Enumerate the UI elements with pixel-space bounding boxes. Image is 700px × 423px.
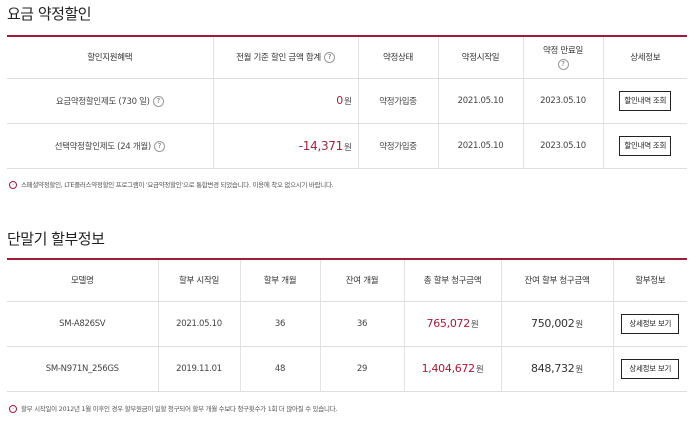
months-cell: 36 (239, 301, 320, 347)
header-remaining-amount: 잔여 할부 청구금액 (500, 259, 613, 302)
header-total-amount: 총 할부 청구금액 (403, 259, 501, 302)
section-title-contract-discount: 요금 약정할인 (7, 5, 92, 23)
remain-months-cell: 36 (319, 301, 404, 347)
model-cell: SM-A826SV (7, 301, 158, 347)
currency-unit: 원 (575, 320, 583, 330)
header-discount-total: 전월 기준 할인 금액 합계? (212, 36, 358, 79)
start-date-cell: 2019.11.01 (157, 346, 240, 392)
currency-unit: 원 (575, 365, 583, 375)
total-amount-cell: 1,404,672원 (403, 346, 501, 392)
installment-detail-button[interactable]: 상세정보 보기 (621, 313, 680, 334)
remain-amount: 750,002 (531, 317, 575, 330)
total-amount: 765,072 (426, 317, 471, 330)
detail-cell: 상세정보 보기 (612, 301, 687, 347)
discount-amount: 0 (336, 94, 343, 107)
discount-amount-cell: -14,371원 (212, 123, 358, 169)
benefit-cell: 선택약정할인제도 (24 개월)? (7, 123, 213, 169)
end-date-cell: 2023.05.10 (522, 78, 603, 124)
discount-amount-cell: 0원 (212, 78, 358, 124)
header-installment-info: 할부정보 (612, 259, 687, 302)
header-label: 전월 기준 할인 금액 합계 (236, 53, 321, 64)
total-amount-cell: 765,072원 (403, 301, 501, 347)
header-benefit: 할인지원혜택 (7, 36, 213, 79)
question-circle-icon[interactable]: ? (557, 59, 569, 71)
detail-cell: 상세정보 보기 (612, 346, 687, 392)
currency-unit: 원 (343, 142, 352, 153)
info-circle-icon: · (9, 181, 17, 189)
detail-cell: 할인내역 조회 (602, 123, 687, 169)
start-date-cell: 2021.05.10 (437, 78, 523, 124)
discount-amount: -14,371 (298, 138, 344, 153)
installment-detail-button[interactable]: 상세정보 보기 (621, 358, 680, 379)
benefit-cell: 요금약정할인제도 (730 일)? (7, 78, 213, 124)
start-date-cell: 2021.05.10 (437, 123, 523, 169)
start-date-cell: 2021.05.10 (157, 301, 240, 347)
currency-unit: 원 (475, 365, 484, 375)
question-circle-icon[interactable]: ? (152, 95, 164, 107)
contract-note: · 스페셜약정할인, LTE플러스약정할인 프로그램이 '요금약정할인'으로 통합… (9, 179, 334, 189)
remain-amount-cell: 848,732원 (500, 346, 613, 392)
header-remaining-months: 잔여 개월 (319, 259, 404, 302)
remain-amount: 848,732 (531, 362, 575, 375)
discount-history-button[interactable]: 할인내역 조회 (619, 135, 672, 156)
contract-discount-table: 할인지원혜택 전월 기준 할인 금액 합계? 약정상태 약정시작일 약정 만료일… (7, 35, 687, 169)
header-end-date: 약정 만료일? (522, 36, 603, 79)
header-label: 약정 만료일 (542, 46, 583, 57)
remain-amount-cell: 750,002원 (500, 301, 613, 347)
installment-table: 모델명 할부 시작일 할부 개월 잔여 개월 총 할부 청구금액 잔여 할부 청… (7, 258, 687, 392)
question-circle-icon[interactable]: ? (323, 52, 335, 64)
note-text: 할부 시작일이 2012년 1월 이후인 경우 할부원금이 일할 청구되어 할부… (21, 405, 338, 413)
question-circle-icon[interactable]: ? (153, 140, 165, 152)
detail-cell: 할인내역 조회 (602, 78, 687, 124)
table-row: 요금약정할인제도 (730 일)? 0원 약정가입중 2021.05.10 20… (7, 78, 687, 124)
benefit-label: 요금약정할인제도 (730 일) (55, 96, 150, 107)
status-cell: 약정가입중 (357, 123, 438, 169)
remain-months-cell: 29 (319, 346, 404, 392)
table-row: SM-A826SV 2021.05.10 36 36 765,072원 750,… (7, 301, 687, 347)
header-status: 약정상태 (357, 36, 438, 79)
info-circle-icon: · (9, 405, 17, 413)
table-header-row: 할인지원혜택 전월 기준 할인 금액 합계? 약정상태 약정시작일 약정 만료일… (7, 36, 687, 79)
discount-history-button[interactable]: 할인내역 조회 (619, 90, 672, 111)
header-model: 모델명 (7, 259, 158, 302)
header-start-date: 약정시작일 (437, 36, 523, 79)
section-title-installment: 단말기 할부정보 (7, 230, 105, 248)
header-installment-months: 할부 개월 (239, 259, 320, 302)
table-header-row: 모델명 할부 시작일 할부 개월 잔여 개월 총 할부 청구금액 잔여 할부 청… (7, 259, 687, 302)
total-amount: 1,404,672 (421, 362, 476, 375)
model-cell: SM-N971N_256GS (7, 346, 158, 392)
header-detail: 상세정보 (602, 36, 687, 79)
currency-unit: 원 (470, 320, 479, 330)
table-row: 선택약정할인제도 (24 개월)? -14,371원 약정가입중 2021.05… (7, 123, 687, 169)
months-cell: 48 (239, 346, 320, 392)
table-row: SM-N971N_256GS 2019.11.01 48 29 1,404,67… (7, 346, 687, 392)
status-cell: 약정가입중 (357, 78, 438, 124)
benefit-label: 선택약정할인제도 (24 개월) (54, 141, 152, 152)
end-date-cell: 2023.05.10 (522, 123, 603, 169)
header-installment-start: 할부 시작일 (157, 259, 240, 302)
note-text: 스페셜약정할인, LTE플러스약정할인 프로그램이 '요금약정할인'으로 통합변… (21, 181, 334, 189)
installment-note: · 할부 시작일이 2012년 1월 이후인 경우 할부원금이 일할 청구되어 할… (9, 403, 337, 413)
currency-unit: 원 (343, 97, 352, 107)
